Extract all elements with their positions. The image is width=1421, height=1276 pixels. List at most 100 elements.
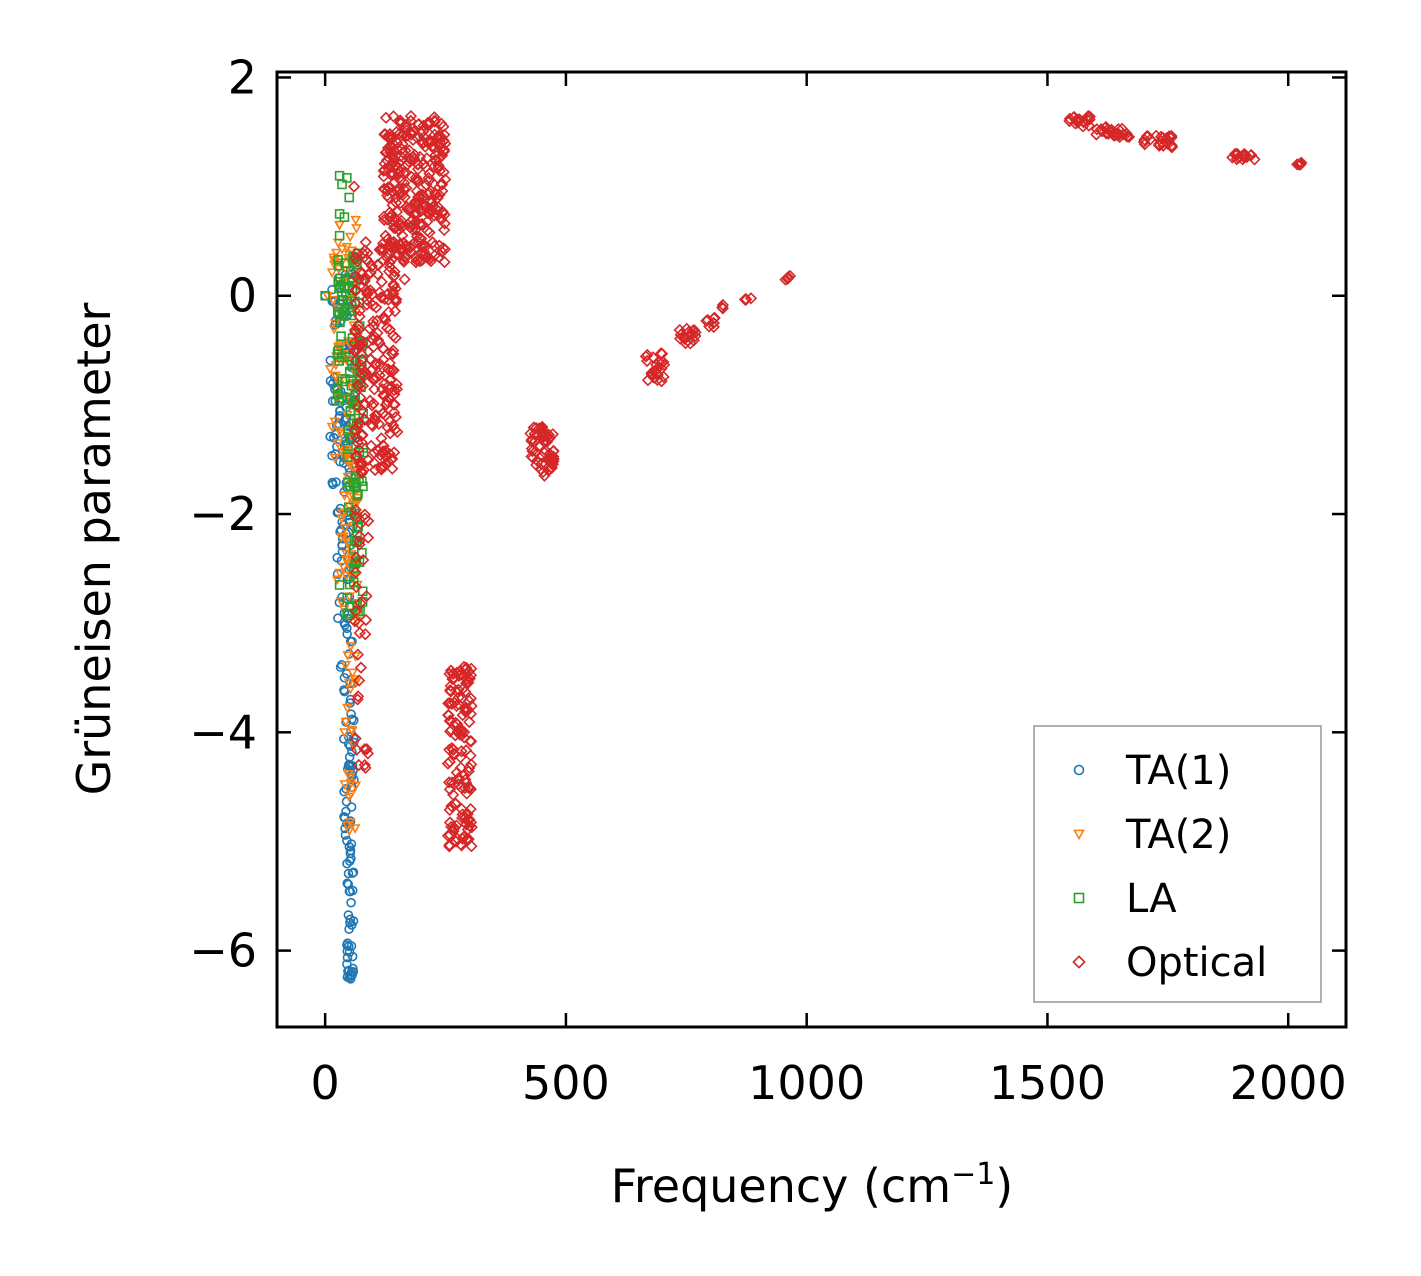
optical-point <box>689 326 702 339</box>
optical-point <box>409 171 423 184</box>
ta-1--point <box>346 853 356 864</box>
optical-point <box>1090 128 1103 141</box>
optical-point <box>372 334 385 347</box>
optical-point <box>378 157 391 170</box>
optical-point <box>1063 115 1076 128</box>
optical-point <box>435 117 448 130</box>
optical-point <box>398 273 411 286</box>
la-point <box>342 173 352 183</box>
optical-point <box>368 330 382 344</box>
optical-point <box>545 461 558 474</box>
optical-point <box>350 449 363 462</box>
optical-point <box>404 109 418 123</box>
optical-point <box>429 187 442 200</box>
optical-point <box>352 674 366 687</box>
optical-point <box>366 419 379 433</box>
optical-point <box>447 743 460 756</box>
la-point <box>336 331 346 341</box>
optical-point <box>426 236 439 249</box>
optical-point <box>376 439 390 452</box>
optical-point <box>379 450 392 463</box>
optical-point <box>384 373 398 386</box>
optical-point <box>378 213 391 226</box>
optical-point <box>365 260 379 273</box>
optical-point <box>378 378 391 391</box>
optical-point <box>351 379 364 392</box>
optical-point <box>359 613 373 627</box>
la-point <box>344 192 355 203</box>
optical-point <box>1098 121 1112 134</box>
optical-point <box>433 188 446 202</box>
optical-point <box>425 204 439 217</box>
optical-point <box>387 110 400 123</box>
series-optical <box>347 109 1308 853</box>
optical-point <box>412 117 425 131</box>
optical-point <box>647 371 661 384</box>
optical-point <box>461 672 474 686</box>
optical-point <box>395 218 408 231</box>
x-tick-label: 1000 <box>748 1056 865 1110</box>
optical-point <box>387 218 400 231</box>
optical-point <box>450 766 463 779</box>
legend-marker <box>1073 829 1085 841</box>
optical-point <box>415 245 428 259</box>
ta-2--point <box>343 678 355 689</box>
optical-point <box>383 206 396 219</box>
optical-point <box>390 293 403 306</box>
optical-point <box>465 735 478 748</box>
optical-point <box>452 683 465 696</box>
optical-point <box>657 370 670 383</box>
optical-point <box>1291 158 1304 171</box>
optical-point <box>452 669 466 682</box>
optical-point <box>1072 115 1086 128</box>
optical-point <box>360 286 374 299</box>
optical-point <box>388 240 401 253</box>
optical-point <box>403 221 417 234</box>
optical-point <box>367 340 380 354</box>
la-point <box>334 580 345 590</box>
legend-item: Optical <box>1072 940 1267 986</box>
optical-point <box>458 731 471 744</box>
optical-point <box>354 333 367 347</box>
ta-2--point <box>344 492 356 503</box>
optical-point <box>547 444 560 457</box>
ta-2--point <box>335 533 347 543</box>
optical-point <box>526 444 539 458</box>
optical-point <box>673 323 686 337</box>
x-axis-title: Frequency (cm−1) <box>611 1157 1014 1213</box>
optical-point <box>411 163 425 176</box>
optical-point <box>410 230 424 243</box>
ta-2--point <box>342 703 353 714</box>
la-point <box>335 280 346 290</box>
optical-point <box>393 127 406 140</box>
legend-item: TA(2) <box>1073 812 1231 858</box>
optical-point <box>1245 148 1258 162</box>
ta-2--point <box>345 642 357 652</box>
optical-point <box>404 241 417 255</box>
ta-1--point <box>345 636 356 647</box>
optical-point <box>438 217 451 230</box>
optical-point <box>388 269 401 282</box>
ta-1--point <box>345 914 356 925</box>
legend-item: LA <box>1073 876 1177 922</box>
ta-1--point <box>345 917 355 928</box>
optical-point <box>447 667 460 680</box>
optical-point <box>464 802 477 816</box>
ta-2--point <box>350 781 362 792</box>
optical-point <box>415 240 428 253</box>
optical-point <box>537 430 551 443</box>
optical-point <box>410 254 424 267</box>
optical-point <box>387 344 400 357</box>
optical-point <box>398 176 411 190</box>
la-point <box>337 376 348 387</box>
optical-point <box>381 130 395 143</box>
optical-point <box>359 628 372 641</box>
optical-point <box>404 240 417 253</box>
optical-point <box>394 196 407 210</box>
optical-point <box>354 391 367 404</box>
optical-point <box>423 167 436 180</box>
optical-point <box>373 286 386 299</box>
la-point <box>345 406 356 416</box>
la-point <box>343 426 353 436</box>
ta-2--point <box>334 427 345 437</box>
